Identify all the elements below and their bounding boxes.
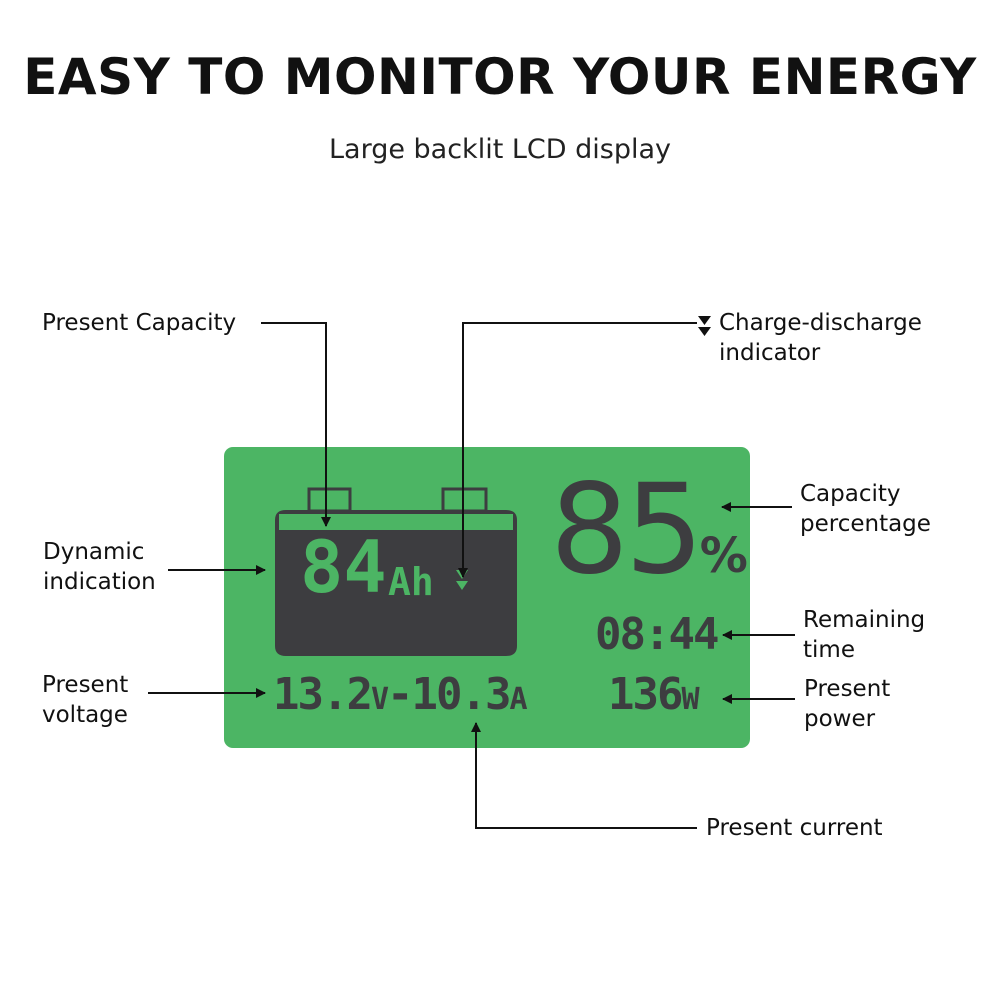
label-line: power	[804, 706, 876, 732]
power-value: 136	[608, 669, 683, 720]
label-line: time	[803, 637, 855, 663]
label-present-capacity: Present Capacity	[42, 310, 237, 336]
present-current-leader	[471, 722, 697, 829]
label-remaining-time: Remaining time	[803, 605, 925, 665]
label-present-voltage: Present voltage	[42, 670, 128, 730]
label-line: voltage	[42, 702, 128, 728]
separator: -	[387, 669, 413, 720]
capacity-value: 84	[300, 525, 387, 609]
remaining-time-value: 08:44	[595, 609, 719, 660]
page-subtitle: Large backlit LCD display	[328, 134, 672, 165]
label-line: Capacity	[800, 481, 901, 507]
label-line: indicator	[719, 340, 821, 366]
charge-discharge-legend-icon	[698, 316, 711, 336]
capacity-percentage: 85%	[550, 468, 748, 592]
label-line: Present	[42, 672, 129, 698]
battery-icon	[275, 487, 517, 656]
current-value: 10.3	[411, 669, 512, 720]
label-line: Charge-discharge	[719, 310, 922, 336]
label-line: Dynamic	[43, 539, 145, 565]
label-dynamic-indication: Dynamic indication	[43, 537, 156, 597]
capacity-unit: Ah	[388, 560, 434, 604]
percentage-unit: %	[699, 528, 748, 584]
voltage-value: 13.2	[273, 669, 373, 720]
label-capacity-percentage: Capacity percentage	[800, 479, 931, 539]
label-line: Remaining	[803, 607, 926, 633]
page-title: EASY TO MONITOR YOUR ENERGY	[23, 48, 977, 106]
label-line: percentage	[800, 511, 931, 537]
label-line: indication	[43, 569, 156, 595]
label-charge-discharge: Charge-discharge indicator	[719, 308, 922, 368]
voltage-unit: V	[370, 682, 389, 717]
label-present-current: Present current	[706, 815, 883, 841]
power-unit: W	[681, 682, 699, 717]
present-capacity-leader	[261, 322, 331, 527]
power-readout: 136W	[608, 668, 700, 727]
voltage-current-readout: 13.2V-10.3A	[273, 668, 528, 727]
percentage-value: 85	[550, 458, 704, 602]
label-line: Present	[804, 676, 891, 702]
current-unit: A	[509, 682, 528, 717]
charge-indicator-leader	[458, 322, 697, 578]
label-present-power: Present power	[804, 674, 890, 734]
